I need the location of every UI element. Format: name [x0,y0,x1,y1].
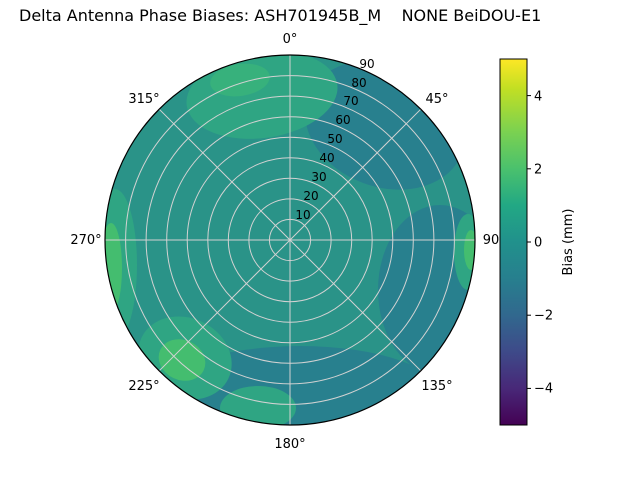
radial-tick-labels: 10 20 30 40 50 60 70 80 90 [295,57,374,222]
contour-core-left-rim [105,223,122,313]
colorbar-gradient [499,58,528,426]
angular-tick-90: 90 [483,233,500,248]
contour-core-top [210,63,270,97]
radial-tick-40: 40 [319,151,334,165]
polar-grid [105,55,475,425]
contour-core-right-rim [464,230,475,270]
contour-dark-right [378,205,475,375]
radial-tick-30: 30 [311,170,326,184]
colorbar-tick-4: 4 [534,90,542,105]
radial-tick-80: 80 [351,76,366,90]
angular-tick-labels: 0° 45° 90 135° 180° 225° 270° 315° [70,32,499,452]
radial-tick-60: 60 [335,113,350,127]
colorbar-tick-2: 2 [534,163,542,178]
colorbar-ticks [527,95,531,389]
figure-title: Delta Antenna Phase Biases: ASH701945B_M… [19,6,542,25]
angular-tick-45: 45° [425,92,448,107]
colorbar: 4 2 0 −2 −4 Bias (mm) [499,58,576,426]
angular-tick-180: 180° [274,437,305,452]
angular-tick-315: 315° [128,92,159,107]
polar-outline [104,54,476,426]
angular-tick-270: 270° [70,233,101,248]
colorbar-axis-label: Bias (mm) [561,209,576,276]
angular-tick-135: 135° [421,379,452,394]
radial-tick-90: 90 [359,57,374,71]
contour-core-bottom-left [158,339,206,381]
radial-tick-70: 70 [343,94,358,108]
radial-tick-10: 10 [295,208,310,222]
radial-tick-50: 50 [327,132,342,146]
colorbar-tick-n4: −4 [534,382,553,397]
contour-green-bottom-center [220,386,296,425]
colorbar-tick-0: 0 [534,236,542,251]
angular-tick-225: 225° [128,379,159,394]
angular-tick-0: 0° [283,32,298,47]
colorbar-tick-labels: 4 2 0 −2 −4 [534,90,553,397]
radial-tick-20: 20 [303,189,318,203]
colorbar-tick-n2: −2 [534,309,553,324]
